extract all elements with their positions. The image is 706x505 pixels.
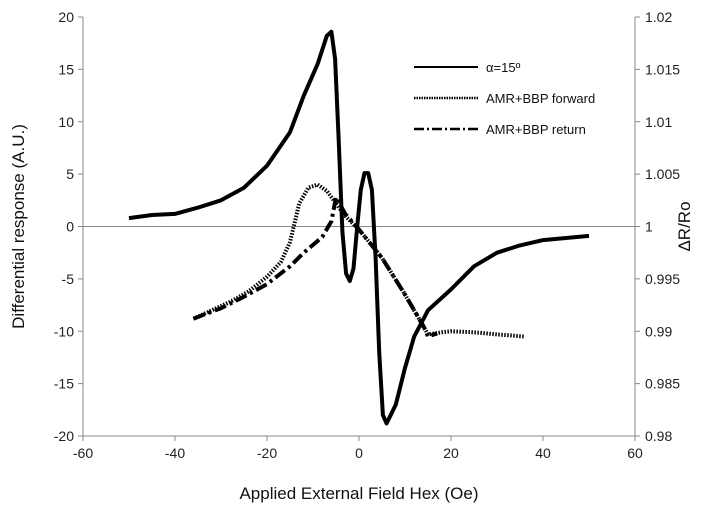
y2-tick-label: 1.015 xyxy=(645,61,680,77)
y2-tick-label: 1.01 xyxy=(645,114,672,130)
axes: -60 -40 -20 0 20 40 60 -20 -15 -10 -5 0 5 10 15 20 0.98 0… xyxy=(54,9,680,461)
y-tick-label: 5 xyxy=(66,166,74,182)
y2-tick-label: 1 xyxy=(645,219,653,235)
legend-label-2: AMR+BBP forward xyxy=(486,91,595,106)
y-tick-label: 10 xyxy=(58,114,74,130)
x-tick-label: 20 xyxy=(443,445,459,461)
y-tick-label: -20 xyxy=(54,428,74,444)
series-line-2 xyxy=(192,182,525,339)
x-tick-label: 40 xyxy=(535,445,551,461)
y-tick-label: -15 xyxy=(54,376,74,392)
y2-tick-label: 0.995 xyxy=(645,271,680,287)
y-tick-label: 0 xyxy=(66,219,74,235)
y2-tick-label: 0.99 xyxy=(645,323,672,339)
y2-tick-label: 0.985 xyxy=(645,376,680,392)
x-tick-label: -60 xyxy=(73,445,93,461)
series-line-1 xyxy=(128,29,590,426)
y-tick-label: -10 xyxy=(54,323,74,339)
legend-label-1: α=15º xyxy=(486,60,521,75)
series-layer xyxy=(128,29,590,426)
x-tick-label: 0 xyxy=(355,445,363,461)
x-tick-label: -40 xyxy=(165,445,185,461)
y-tick-label: -5 xyxy=(62,271,75,287)
y-axis-title: Differential response (A.U.) xyxy=(9,124,28,329)
y2-tick-label: 1.02 xyxy=(645,9,672,25)
y-tick-label: 15 xyxy=(58,61,74,77)
y-tick-label: 20 xyxy=(58,9,74,25)
y2-tick-label: 0.98 xyxy=(645,428,672,444)
x-tick-label: -20 xyxy=(257,445,277,461)
y2-axis-title: ΔR/Ro xyxy=(675,201,694,251)
legend: α=15º AMR+BBP forward AMR+BBP return xyxy=(414,60,595,137)
legend-label-3: AMR+BBP return xyxy=(486,122,586,137)
series-line-3 xyxy=(192,195,438,339)
x-tick-label: 60 xyxy=(627,445,643,461)
y2-tick-label: 1.005 xyxy=(645,166,680,182)
x-axis-title: Applied External Field Hex (Oe) xyxy=(239,484,478,503)
